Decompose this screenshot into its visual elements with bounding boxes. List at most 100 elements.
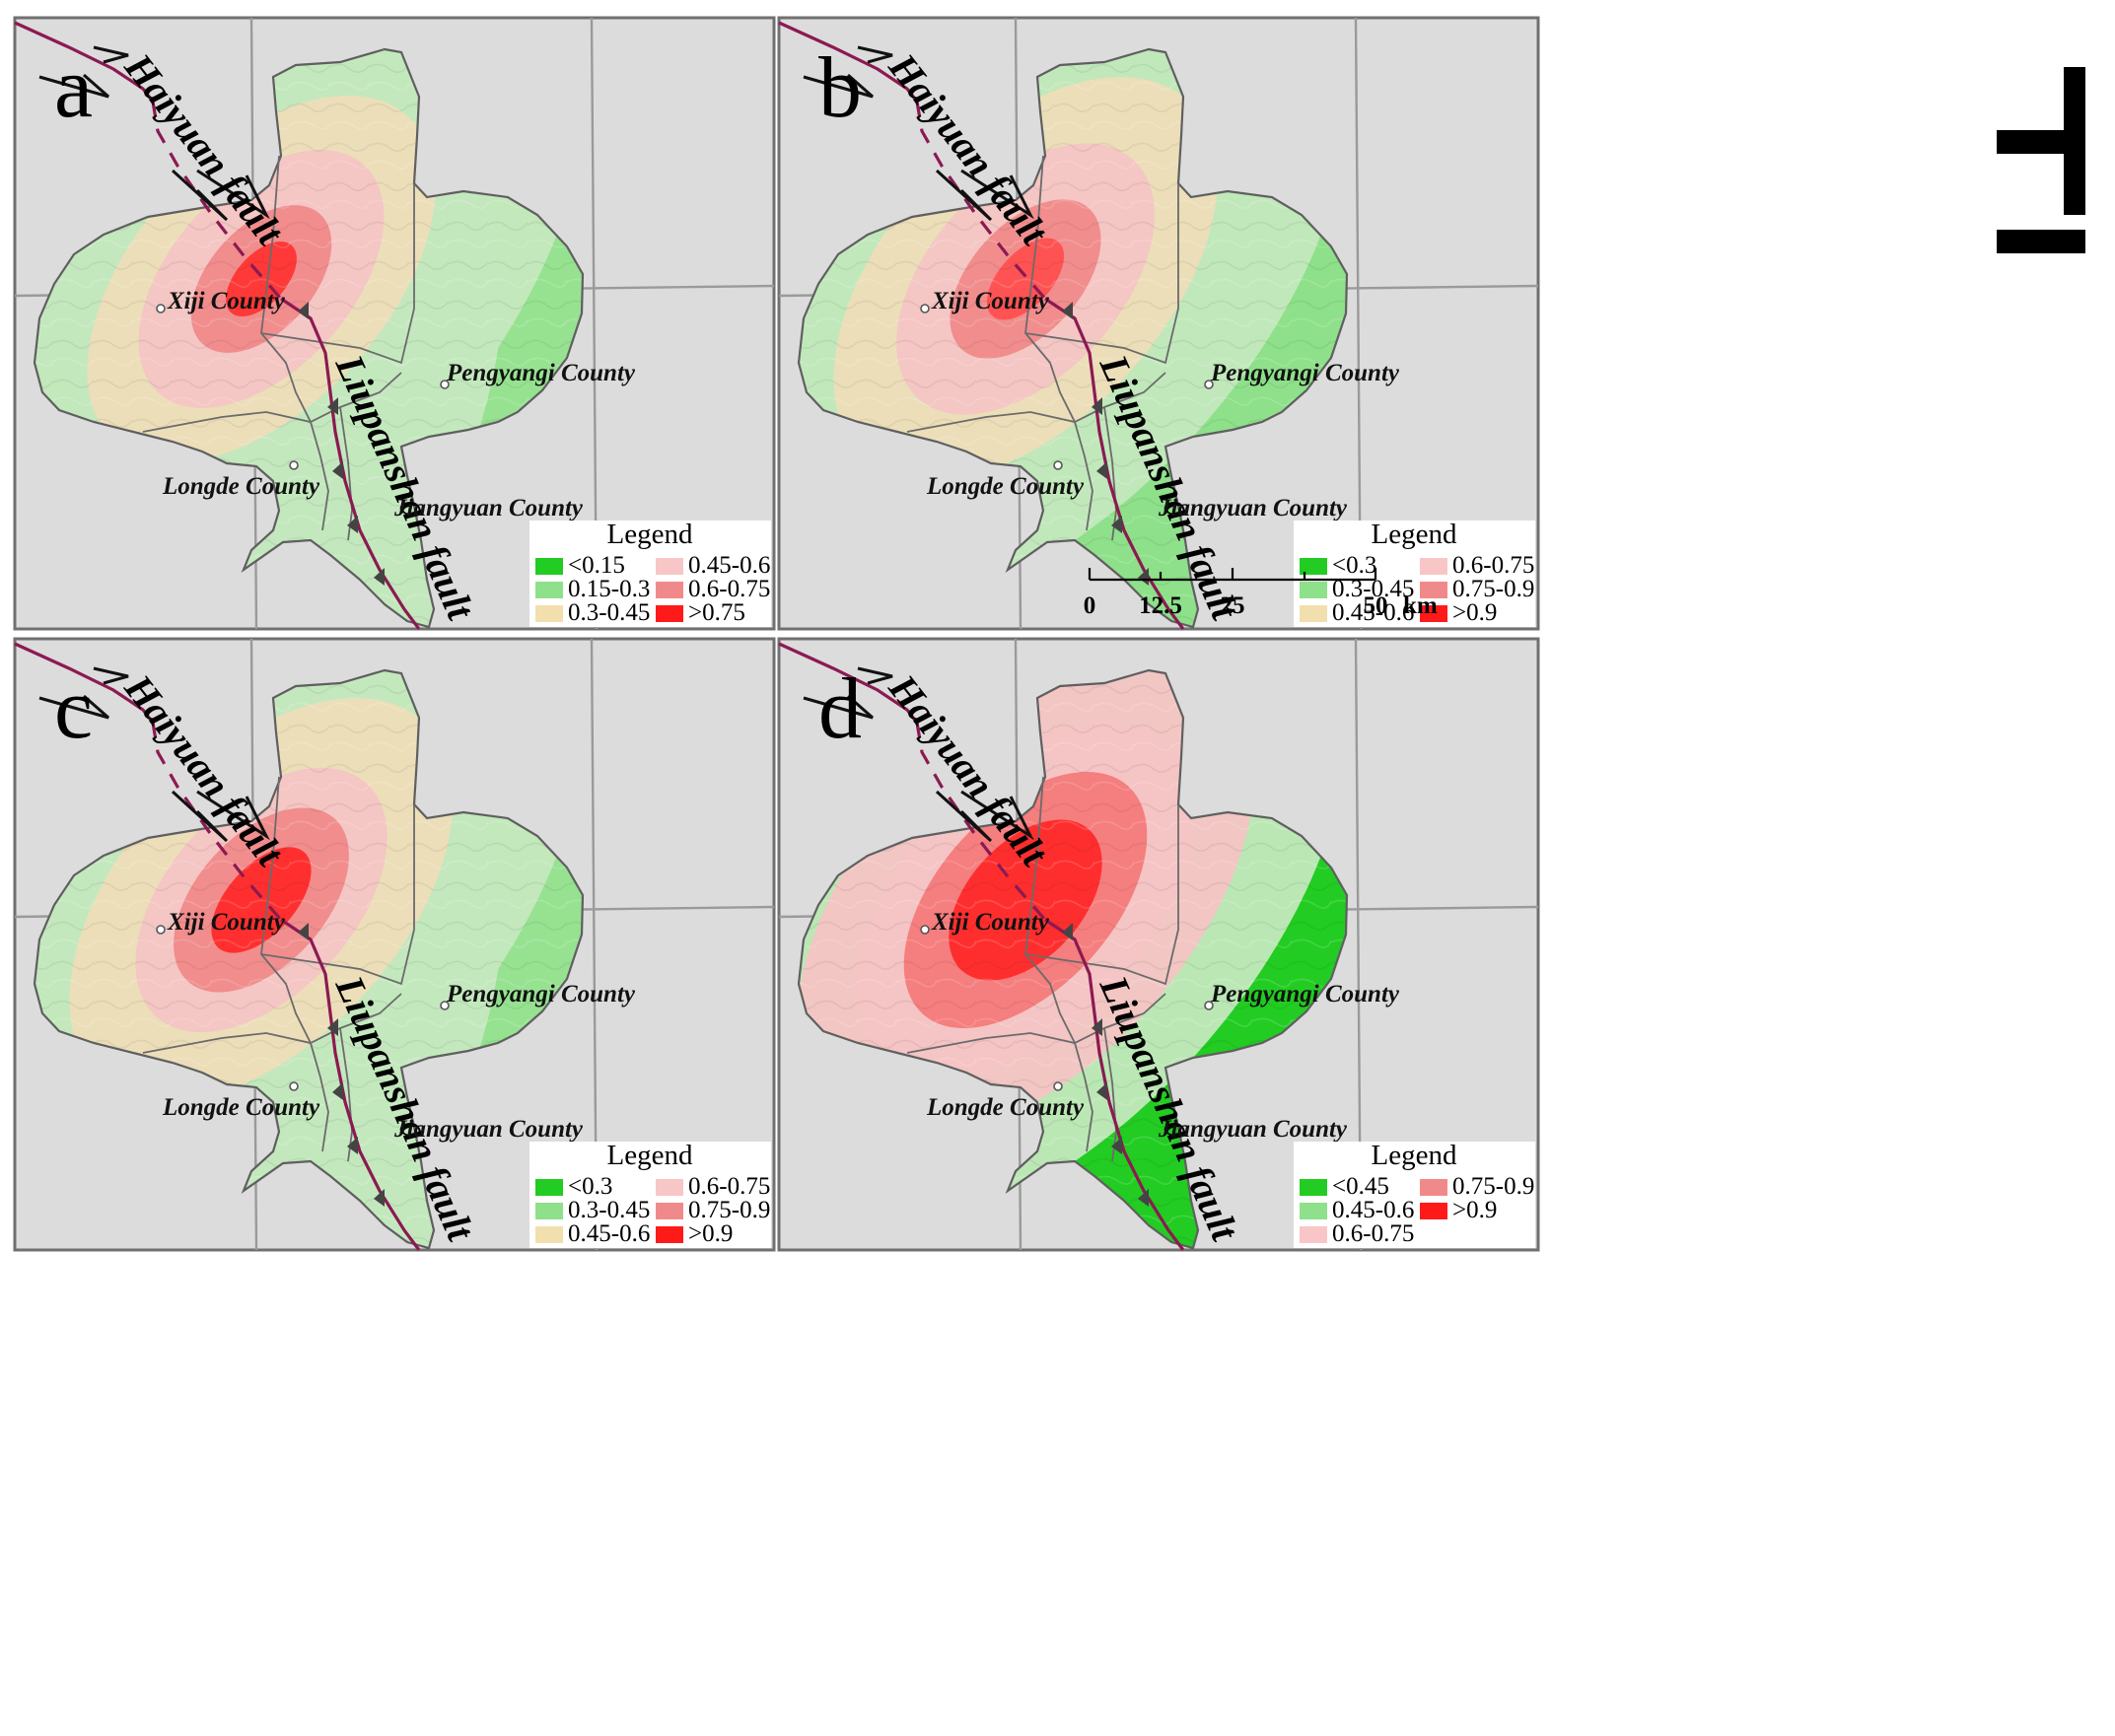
slip-arrow [38, 694, 109, 720]
slip-arrow [857, 45, 893, 64]
thrust-triangle [1096, 1082, 1107, 1100]
panel-letter: a [54, 40, 93, 136]
thrust-triangle [1111, 1137, 1122, 1154]
panel-letter: b [818, 40, 862, 136]
legend-box [529, 1142, 771, 1248]
legend-label: >0.9 [688, 1220, 733, 1247]
legend: Legend<0.30.3-0.450.45-0.60.6-0.750.75-0… [1294, 519, 1535, 627]
county-border [1024, 183, 1179, 365]
county-seat-marker [440, 380, 450, 389]
jiangyuan-county-label: Jiangyuan County [1158, 1116, 1348, 1143]
county-border [906, 993, 1166, 1054]
slip-arrow [196, 790, 270, 841]
pengyang-county-label: Pengyangi County [1210, 981, 1400, 1007]
thrust-triangle [1062, 923, 1073, 940]
county-seat-marker [289, 460, 299, 470]
jiangyuan-county-label: Jiangyuan County [1158, 495, 1348, 521]
thrust-triangle [332, 461, 343, 479]
haiyuan-fault-trace [14, 21, 155, 103]
panel-letter: c [54, 661, 93, 757]
legend-label: 0.3-0.45 [568, 599, 650, 626]
legend-label: 0.75-0.9 [1452, 576, 1534, 602]
county-border [260, 804, 415, 986]
legend-label: 0.6-0.75 [688, 1173, 770, 1200]
scale-unit: km [1403, 592, 1438, 619]
thrust-triangle [1096, 461, 1107, 479]
thrust-triangle [347, 1137, 358, 1154]
legend-title: Legend [1372, 1140, 1457, 1171]
slip-arrow [803, 694, 874, 720]
legend-swatch [1300, 1179, 1327, 1196]
legend-label: <0.45 [1332, 1173, 1389, 1200]
thrust-triangle [347, 516, 358, 533]
legend-swatch [1300, 558, 1327, 575]
xiji-county-label: Xiji County [167, 288, 286, 314]
legend-swatch [535, 558, 563, 575]
xiji-county-label: Xiji County [931, 909, 1050, 936]
legend-label: 0.75-0.9 [688, 1197, 770, 1223]
slip-arrow [171, 790, 229, 843]
legend-swatch [535, 1226, 563, 1243]
longde-county-label: Longde County [162, 1094, 320, 1121]
haiyuan-fault-trace-dashed [151, 722, 283, 922]
thrust-triangle [1138, 568, 1149, 586]
haiyuan-fault-trace [778, 21, 919, 103]
liupanshan-fault-trace [1044, 918, 1185, 1251]
thrust-triangle [1092, 1018, 1102, 1036]
legend-swatch [1420, 1179, 1447, 1196]
legend-label: <0.3 [1332, 552, 1376, 579]
scale-bar: 0 12.5 25 50 km [1084, 568, 1438, 619]
scale-tick-label: 12.5 [1139, 592, 1182, 619]
liupanshan-fault-trace [280, 918, 421, 1251]
legend-label: 0.45-0.6 [568, 1220, 650, 1247]
haiyuan-fault-trace-dashed [915, 722, 1047, 922]
county-seat-marker [920, 925, 930, 935]
county-border [260, 155, 329, 531]
thrust-triangle [327, 1018, 338, 1036]
slip-arrow [803, 73, 874, 99]
liupanshan-fault-trace [280, 297, 421, 630]
slip-arrow [935, 790, 993, 843]
legend-swatch [535, 1203, 563, 1219]
scale-tick-label: 25 [1221, 592, 1245, 619]
legend-box [1294, 1142, 1535, 1248]
legend-label: 0.45-0.6 [1332, 1197, 1414, 1223]
longde-county-label: Longde County [162, 473, 320, 500]
slip-arrow [93, 666, 129, 685]
scale-tick-label: 0 [1084, 592, 1096, 619]
jiangyuan-county-label: Jiangyuan County [393, 1116, 584, 1143]
county-seat-marker [156, 304, 166, 313]
county-border [1024, 155, 1093, 531]
slip-arrow [935, 169, 993, 222]
north-arrow-bar [1997, 130, 2085, 154]
haiyuan-fault-trace [14, 642, 155, 724]
legend-swatch [1300, 1226, 1327, 1243]
xiji-county-label: Xiji County [931, 288, 1050, 314]
county-border [1024, 804, 1179, 986]
pengyang-county-label: Pengyangi County [446, 360, 636, 386]
legend-swatch [656, 1226, 683, 1243]
slip-arrow [93, 45, 129, 64]
thrust-triangle [1062, 302, 1073, 319]
county-border [260, 776, 329, 1152]
county-seat-marker [1053, 1081, 1063, 1091]
thrust-triangle [332, 1082, 343, 1100]
county-border [142, 372, 402, 433]
legend-title: Legend [607, 1140, 693, 1171]
longde-county-label: Longde County [926, 1094, 1085, 1121]
legend-label: <0.3 [568, 1173, 612, 1200]
study-area-boundary [33, 668, 585, 1250]
legend: Legend<0.450.45-0.60.6-0.75 0.75-0.9>0.9 [1294, 1140, 1535, 1248]
legend-swatch [1300, 1203, 1327, 1219]
legend-swatch [535, 582, 563, 598]
county-seat-marker [1204, 1001, 1214, 1010]
legend-swatch [1420, 582, 1447, 598]
legend-swatch [1420, 605, 1447, 622]
legend-swatch [1420, 558, 1447, 575]
legend-box [1294, 521, 1535, 627]
